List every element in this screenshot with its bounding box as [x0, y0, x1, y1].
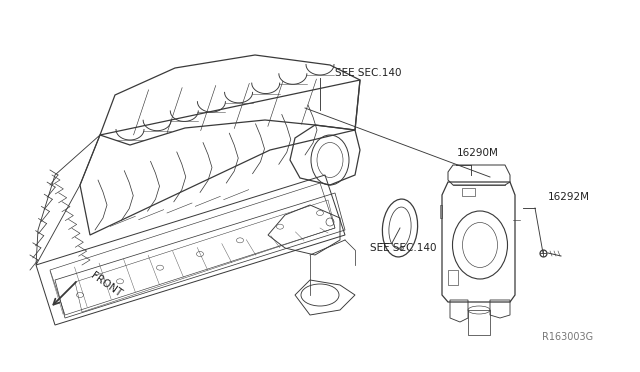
Text: SEE SEC.140: SEE SEC.140: [335, 68, 401, 78]
Text: SEE SEC.140: SEE SEC.140: [370, 243, 436, 253]
Text: R163003G: R163003G: [542, 332, 593, 342]
Text: 16292M: 16292M: [548, 192, 590, 202]
Text: 16290M: 16290M: [457, 148, 499, 158]
Text: FRONT: FRONT: [89, 271, 124, 299]
